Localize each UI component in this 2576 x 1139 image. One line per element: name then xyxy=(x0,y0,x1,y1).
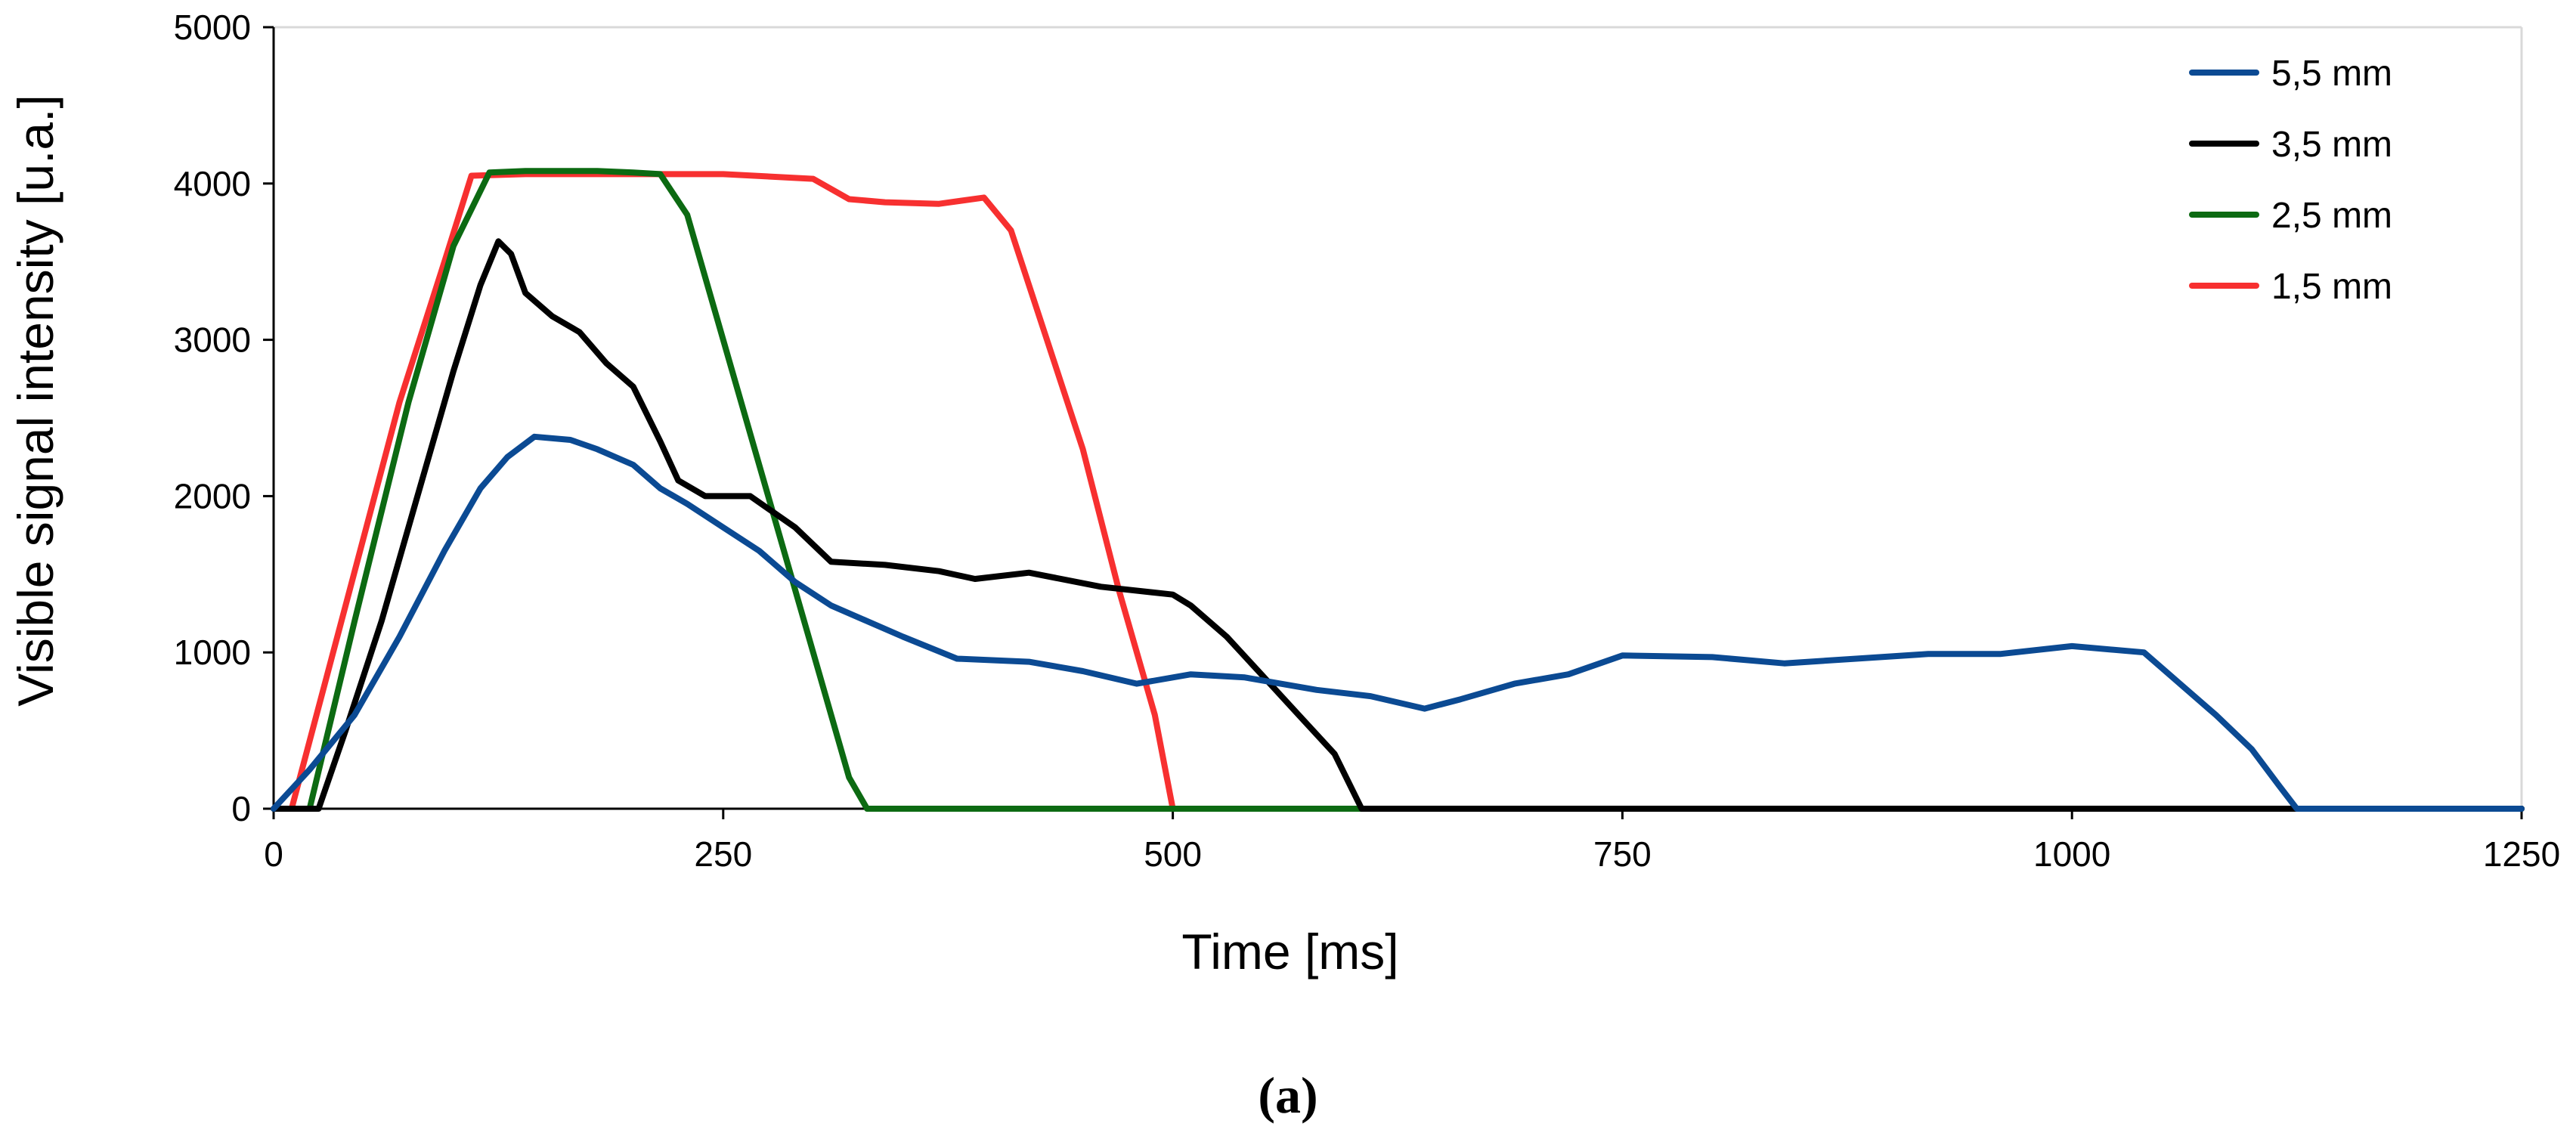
x-tick-label: 0 xyxy=(264,834,283,874)
y-tick-label: 3000 xyxy=(174,320,251,360)
series-line-2-5-mm xyxy=(271,168,2525,812)
legend: 5,5 mm 3,5 mm 2,5 mm 1,5 mm xyxy=(2189,54,2392,307)
y-axis-ticks: 0 1000 2000 3000 4000 5000 xyxy=(174,8,274,828)
y-tick-label: 2000 xyxy=(174,476,251,515)
legend-label: 5,5 mm xyxy=(2271,54,2392,94)
y-tick-label: 1000 xyxy=(174,633,251,672)
series-line-3-5-mm xyxy=(271,238,2525,812)
legend-label: 1,5 mm xyxy=(2271,267,2392,307)
y-tick-label: 5000 xyxy=(174,8,251,47)
x-tick-label: 750 xyxy=(1593,834,1652,874)
x-tick-label: 250 xyxy=(694,834,752,874)
x-tick-label: 1250 xyxy=(2483,834,2560,874)
legend-label: 2,5 mm xyxy=(2271,196,2392,236)
y-axis-label: Visible signal intensity [u.a.] xyxy=(8,94,63,707)
plot-series xyxy=(271,168,2525,812)
y-tick-label: 0 xyxy=(231,789,251,828)
x-axis-label: Time [ms] xyxy=(1181,924,1398,980)
figure-caption: (a) xyxy=(1258,1066,1317,1124)
series-line-5-5-mm xyxy=(271,433,2525,812)
x-axis-ticks: 0 250 500 750 1000 1250 xyxy=(264,809,2560,874)
legend-label: 3,5 mm xyxy=(2271,125,2392,165)
y-tick-label: 4000 xyxy=(174,164,251,203)
x-tick-label: 1000 xyxy=(2033,834,2110,874)
series-line-1-5-mm xyxy=(271,171,2525,812)
x-tick-label: 500 xyxy=(1144,834,1202,874)
